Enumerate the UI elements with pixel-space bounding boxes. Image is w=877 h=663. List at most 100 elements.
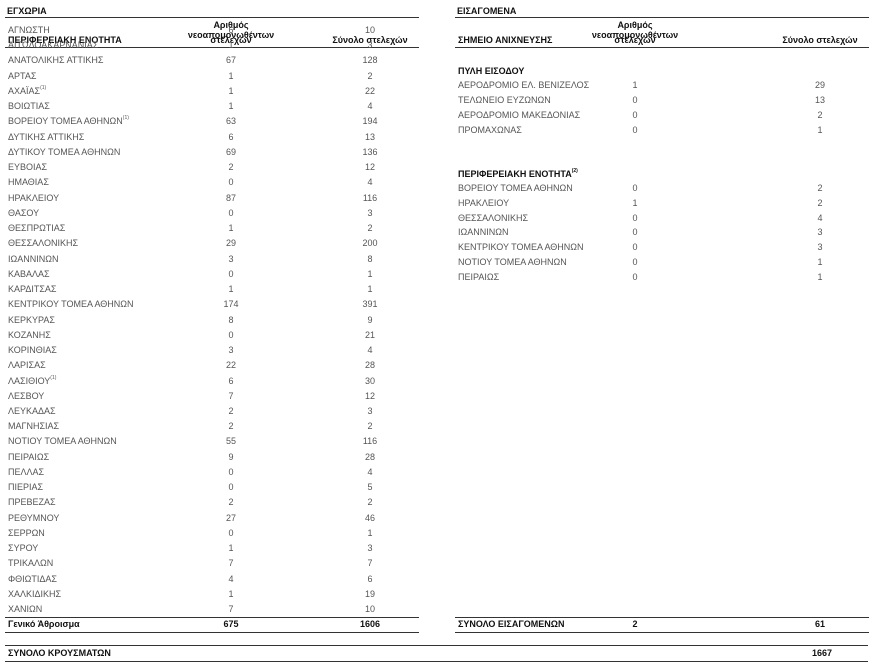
table-row: ΧΑΝΙΩΝ 7 10 [5, 602, 419, 617]
footnote-marker: (1) [40, 84, 47, 91]
table-row: ΗΡΑΚΛΕΙΟΥ 87 116 [5, 191, 419, 206]
new-isolates: 0 [632, 183, 638, 194]
new-isolates: 2 [228, 406, 234, 416]
region-name-text: ΠΡΟΜΑΧΩΝΑΣ [458, 124, 522, 135]
divider [455, 617, 869, 618]
new-isolates: 2 [228, 421, 234, 432]
new-isolates: 2 [228, 497, 234, 508]
group-header: ΠΕΡΙΦΕΡΕΙΑΚΗ ΕΝΟΤΗΤΑ(2) [455, 167, 869, 182]
new-isolates: 0 [228, 177, 234, 188]
total-isolates: 200 [362, 238, 378, 249]
new-isolates: 69 [225, 146, 236, 157]
region-name: ΠΕΛΛΑΣ [8, 465, 44, 480]
new-isolates: 6 [228, 25, 234, 35]
total-isolates: 21 [364, 329, 375, 340]
region-name-text: ΙΩΑΝΝΙΝΩΝ [8, 253, 59, 264]
total-isolates: 116 [362, 192, 378, 203]
new-isolates: 29 [225, 238, 236, 249]
total-isolates: 128 [362, 55, 378, 66]
region-name-text: ΘΕΣΠΡΩΤΙΑΣ [8, 223, 66, 234]
region-name: ΒΟΙΩΤΙΑΣ [8, 99, 50, 114]
total-isolates: 7 [367, 558, 373, 569]
total-isolates: 1 [817, 124, 823, 135]
total-isolates: 3 [367, 543, 373, 554]
table-row: ΒΟΙΩΤΙΑΣ 1 4 [5, 99, 419, 114]
table-row: ΘΕΣΠΡΩΤΙΑΣ 1 2 [5, 221, 419, 236]
region-name-text: ΠΡΕΒΕΖΑΣ [8, 497, 56, 508]
new-isolates: 0 [228, 466, 234, 477]
table-row: ΠΡΕΒΕΖΑΣ 2 2 [5, 495, 419, 510]
region-name: ΛΕΣΒΟΥ [8, 389, 44, 404]
new-isolates: 8 [228, 314, 234, 325]
region-name-text: ΕΥΒΟΙΑΣ [8, 162, 48, 173]
total-isolates: 3 [367, 207, 373, 218]
new-isolates: 174 [223, 299, 239, 310]
table-row: ΑΙΤΩΛΟΑΚΑΡΝΑΝΙΑΣ 1 3 [5, 38, 419, 53]
region-name: ΘΑΣΟΥ [8, 206, 39, 221]
table-row: ΚΑΒΑΛΑΣ 0 1 [5, 267, 419, 282]
region-name: ΚΟΡΙΝΘΙΑΣ [8, 343, 57, 358]
region-name: ΗΡΑΚΛΕΙΟΥ [458, 196, 509, 211]
new-isolates: 0 [632, 124, 638, 135]
region-name: ΙΩΑΝΝΙΝΩΝ [458, 225, 508, 240]
table-row: ΠΙΕΡΙΑΣ 0 5 [5, 480, 419, 495]
total-isolates: 4 [367, 466, 373, 477]
table-row: ΗΡΑΚΛΕΙΟΥ 1 2 [455, 196, 869, 211]
total-isolates: 4 [817, 212, 823, 223]
region-name: ΒΟΡΕΙΟΥ ΤΟΜΕΑ ΑΘΗΝΩΝ(1) [8, 114, 129, 129]
total-label: Γενικό Άθροισμα [8, 619, 80, 629]
table-row: ΚΕΝΤΡΙΚΟΥ ΤΟΜΕΑ ΑΘΗΝΩΝ 174 391 [5, 297, 419, 312]
new-isolates: 22 [225, 360, 236, 371]
table-row: ΑΓΝΩΣΤΗ 6 10 [5, 23, 419, 38]
region-name-text: ΑΓΝΩΣΤΗ [8, 25, 50, 35]
new-isolates: 27 [225, 512, 236, 523]
total-isolates: 5 [367, 482, 373, 493]
table-row: ΑΕΡΟΔΡΟΜΙΟ ΕΛ. ΒΕΝΙΖΕΛΟΣ 1 29 [455, 78, 869, 93]
new-isolates: 0 [228, 329, 234, 340]
region-name: ΠΕΙΡΑΙΩΣ [8, 450, 49, 465]
total-isolates: 2 [367, 70, 373, 81]
table-row: ΝΟΤΙΟΥ ΤΟΜΕΑ ΑΘΗΝΩΝ 55 116 [5, 434, 419, 449]
new-isolates: 7 [228, 390, 234, 401]
new-isolates: 1 [228, 40, 234, 51]
total-isolates: 4 [367, 101, 373, 112]
new-isolates: 0 [632, 256, 638, 267]
col1-header: ΣΗΜΕΙΟ ΑΝΙΧΝΕΥΣΗΣ [458, 35, 553, 45]
region-name-text: ΘΕΣΣΑΛΟΝΙΚΗΣ [8, 238, 79, 249]
region-name-text: ΠΥΛΗ ΕΙΣΟΔΟΥ [458, 65, 525, 76]
region-name-text: ΑΕΡΟΔΡΟΜΙΟ ΜΑΚΕΔΟΝΙΑΣ [458, 109, 581, 120]
region-name: ΚΕΝΤΡΙΚΟΥ ΤΟΜΕΑ ΑΘΗΝΩΝ [8, 297, 134, 312]
table-row: ΠΕΙΡΑΙΩΣ 0 1 [455, 270, 869, 285]
new-isolates: 1 [228, 588, 234, 599]
region-name-text: ΛΕΣΒΟΥ [8, 390, 45, 401]
region-name: ΑΓΝΩΣΤΗ [8, 23, 50, 38]
total-isolates: 12 [364, 390, 375, 401]
new-isolates: 3 [228, 253, 234, 264]
total-isolates: 194 [362, 116, 378, 127]
total-label: ΣΥΝΟΛΟ ΕΙΣΑΓΟΜΕΝΩΝ [458, 619, 565, 629]
total-isolates: 2 [367, 421, 373, 432]
grand-total-row: ΣΥΝΟΛΟ ΚΡΟΥΣΜΑΤΩΝ 1667 [5, 645, 868, 662]
total-isolates: 6 [367, 573, 373, 584]
footnote-marker: (2) [571, 167, 578, 174]
total-isolates: 1 [817, 256, 823, 267]
total-all: 61 [814, 619, 825, 629]
new-isolates: 7 [228, 558, 234, 569]
region-name: ΘΕΣΣΑΛΟΝΙΚΗΣ [8, 236, 78, 251]
region-name-text: ΣΕΡΡΩΝ [8, 527, 45, 538]
total-isolates: 1 [367, 527, 373, 538]
divider [5, 47, 419, 48]
table-row: ΒΟΡΕΙΟΥ ΤΟΜΕΑ ΑΘΗΝΩΝ 0 2 [455, 181, 869, 196]
table-row: ΔΥΤΙΚΗΣ ΑΤΤΙΚΗΣ 6 13 [5, 130, 419, 145]
region-name-text: ΤΕΛΩΝΕΙΟ ΕΥΖΩΝΩΝ [458, 95, 551, 106]
table-row: ΙΩΑΝΝΙΝΩΝ 3 8 [5, 252, 419, 267]
table-row: ΒΟΡΕΙΟΥ ΤΟΜΕΑ ΑΘΗΝΩΝ(1) 63 194 [5, 114, 419, 129]
total-isolates: 3 [817, 227, 823, 238]
region-name-text: ΚΟΖΑΝΗΣ [8, 329, 51, 340]
col2-header-line1: Αριθμός νεοαπομονωθέντων [591, 20, 679, 40]
total-isolates: 2 [367, 223, 373, 234]
new-isolates: 2 [228, 162, 234, 173]
total-isolates: 391 [362, 299, 378, 310]
region-name-text: ΧΑΝΙΩΝ [8, 604, 43, 615]
grand-total-label: ΣΥΝΟΛΟ ΚΡΟΥΣΜΑΤΩΝ [8, 648, 111, 658]
